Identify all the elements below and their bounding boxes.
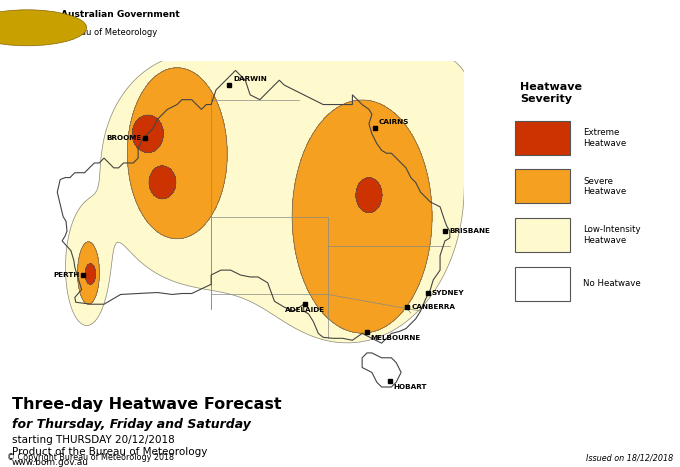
Text: Issued on 18/12/2018: Issued on 18/12/2018: [586, 453, 673, 462]
Text: Low-Intensity
Heatwave: Low-Intensity Heatwave: [583, 225, 641, 245]
Circle shape: [0, 10, 86, 46]
Text: Heatwave
Severity: Heatwave Severity: [520, 82, 582, 105]
Text: ADELAIDE: ADELAIDE: [285, 307, 325, 313]
FancyBboxPatch shape: [515, 218, 570, 252]
Text: www.bom.gov.au: www.bom.gov.au: [12, 459, 88, 467]
Text: HOBART: HOBART: [394, 384, 427, 390]
Text: Extreme
Heatwave: Extreme Heatwave: [583, 128, 626, 148]
FancyBboxPatch shape: [515, 121, 570, 155]
Text: SYDNEY: SYDNEY: [431, 290, 464, 296]
Text: Product of the Bureau of Meteorology: Product of the Bureau of Meteorology: [12, 446, 207, 457]
Text: Three-day Heatwave Forecast: Three-day Heatwave Forecast: [12, 397, 282, 412]
Text: CAIRNS: CAIRNS: [378, 119, 409, 125]
Text: Severe
Heatwave: Severe Heatwave: [583, 177, 626, 196]
FancyBboxPatch shape: [515, 170, 570, 204]
Text: BRISBANE: BRISBANE: [449, 228, 490, 234]
Text: MELBOURNE: MELBOURNE: [371, 334, 421, 340]
Text: starting THURSDAY 20/12/2018: starting THURSDAY 20/12/2018: [12, 435, 175, 445]
Text: PERTH: PERTH: [53, 271, 80, 277]
FancyBboxPatch shape: [515, 267, 570, 301]
Text: DARWIN: DARWIN: [233, 76, 267, 82]
Text: Australian Government: Australian Government: [61, 10, 180, 20]
Text: © Copyright Bureau of Meteorology 2018: © Copyright Bureau of Meteorology 2018: [7, 453, 174, 462]
Text: Bureau of Meteorology: Bureau of Meteorology: [61, 28, 158, 37]
Text: CANBERRA: CANBERRA: [411, 304, 455, 310]
Text: BROOME: BROOME: [106, 135, 141, 141]
Text: for Thursday, Friday and Saturday: for Thursday, Friday and Saturday: [12, 418, 250, 431]
Text: No Heatwave: No Heatwave: [583, 279, 641, 288]
